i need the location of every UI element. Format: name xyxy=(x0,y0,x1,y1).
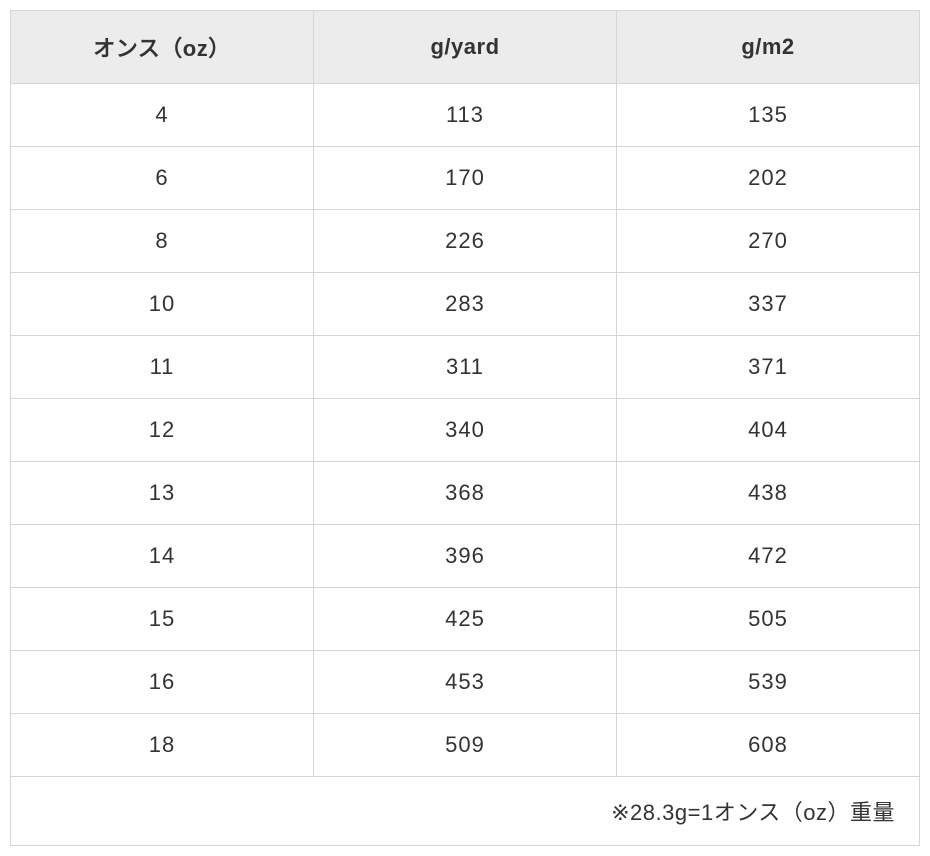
cell-oz: 13 xyxy=(11,462,314,525)
cell-oz: 12 xyxy=(11,399,314,462)
cell-oz: 6 xyxy=(11,147,314,210)
cell-gyard: 425 xyxy=(314,588,617,651)
cell-gyard: 226 xyxy=(314,210,617,273)
column-header-gyard: g/yard xyxy=(314,11,617,84)
cell-gm2: 404 xyxy=(617,399,920,462)
cell-oz: 15 xyxy=(11,588,314,651)
cell-gyard: 396 xyxy=(314,525,617,588)
footnote-cell: ※28.3g=1オンス（oz）重量 xyxy=(11,777,920,846)
table-row: 4 113 135 xyxy=(11,84,920,147)
table-row: 6 170 202 xyxy=(11,147,920,210)
cell-gm2: 539 xyxy=(617,651,920,714)
table-footnote-row: ※28.3g=1オンス（oz）重量 xyxy=(11,777,920,846)
table-body: 4 113 135 6 170 202 8 226 270 10 283 337… xyxy=(11,84,920,846)
table-row: 14 396 472 xyxy=(11,525,920,588)
cell-oz: 10 xyxy=(11,273,314,336)
cell-gyard: 340 xyxy=(314,399,617,462)
conversion-table: オンス（oz） g/yard g/m2 4 113 135 6 170 202 … xyxy=(10,10,920,846)
table-row: 15 425 505 xyxy=(11,588,920,651)
cell-gm2: 438 xyxy=(617,462,920,525)
column-header-oz: オンス（oz） xyxy=(11,11,314,84)
cell-gyard: 368 xyxy=(314,462,617,525)
cell-gyard: 453 xyxy=(314,651,617,714)
cell-gm2: 608 xyxy=(617,714,920,777)
cell-gm2: 135 xyxy=(617,84,920,147)
column-header-gm2: g/m2 xyxy=(617,11,920,84)
cell-gyard: 311 xyxy=(314,336,617,399)
cell-gm2: 371 xyxy=(617,336,920,399)
cell-gm2: 337 xyxy=(617,273,920,336)
cell-oz: 14 xyxy=(11,525,314,588)
table-row: 11 311 371 xyxy=(11,336,920,399)
table-row: 16 453 539 xyxy=(11,651,920,714)
table-row: 10 283 337 xyxy=(11,273,920,336)
cell-gm2: 270 xyxy=(617,210,920,273)
cell-gyard: 283 xyxy=(314,273,617,336)
cell-gyard: 509 xyxy=(314,714,617,777)
cell-gyard: 113 xyxy=(314,84,617,147)
cell-gm2: 202 xyxy=(617,147,920,210)
cell-oz: 8 xyxy=(11,210,314,273)
table-row: 13 368 438 xyxy=(11,462,920,525)
cell-oz: 4 xyxy=(11,84,314,147)
table-row: 18 509 608 xyxy=(11,714,920,777)
table-row: 12 340 404 xyxy=(11,399,920,462)
cell-gyard: 170 xyxy=(314,147,617,210)
cell-oz: 11 xyxy=(11,336,314,399)
cell-oz: 16 xyxy=(11,651,314,714)
table-row: 8 226 270 xyxy=(11,210,920,273)
cell-oz: 18 xyxy=(11,714,314,777)
cell-gm2: 505 xyxy=(617,588,920,651)
table-header-row: オンス（oz） g/yard g/m2 xyxy=(11,11,920,84)
cell-gm2: 472 xyxy=(617,525,920,588)
